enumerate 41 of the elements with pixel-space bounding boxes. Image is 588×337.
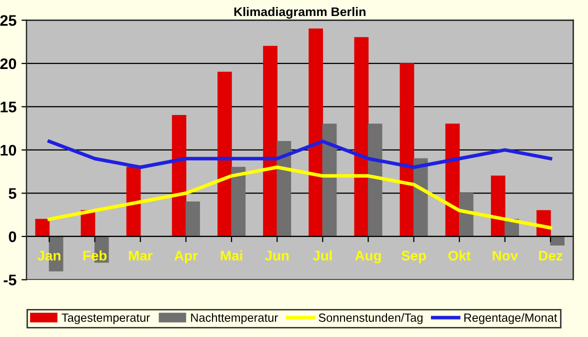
x-tick-label: Mai [220, 250, 242, 261]
bar [263, 46, 278, 237]
bar [354, 37, 369, 237]
bar [186, 202, 200, 237]
x-tick-label: Jan [37, 250, 60, 261]
bar [400, 63, 414, 237]
y-tick-label: 10 [0, 144, 16, 156]
y-tick-label: -5 [4, 274, 16, 286]
bar [126, 166, 141, 237]
legend-label: Regentage/Monat [464, 313, 558, 324]
legend-label: Tagestemperatur [62, 314, 150, 324]
y-tick-label: 20 [0, 58, 16, 70]
bar [172, 115, 186, 237]
bar [368, 124, 382, 237]
bar [218, 72, 232, 237]
x-tick-label: Apr [174, 250, 198, 264]
x-tick-label: Aug [355, 250, 381, 264]
x-tick-label: Jun [264, 250, 289, 261]
bar [308, 28, 324, 237]
bar [35, 218, 50, 237]
bar [322, 124, 337, 237]
chart-title: Klimadiagramm Berlin [234, 6, 366, 19]
legend-label: Sonnenstunden/Tag [318, 313, 422, 324]
x-tick-label: Mar [128, 250, 153, 261]
x-tick-label: Nov [492, 250, 518, 261]
line-series [48, 140, 552, 169]
line-series [48, 166, 552, 230]
x-tick-label: Okt [448, 250, 471, 261]
x-tick-label: Dez [539, 250, 562, 261]
bar [490, 176, 506, 237]
y-tick-label: 5 [8, 188, 16, 199]
bar [276, 140, 292, 237]
bar [413, 158, 428, 237]
bar [459, 192, 474, 237]
x-tick-label: Jul [312, 250, 332, 261]
y-tick-label: 25 [0, 15, 16, 26]
legend-label: Nachttemperatur [191, 313, 278, 324]
y-tick-label: 15 [0, 102, 16, 112]
bar [231, 166, 246, 237]
y-tick-label: 0 [8, 231, 16, 242]
x-tick-label: Sep [401, 250, 426, 264]
